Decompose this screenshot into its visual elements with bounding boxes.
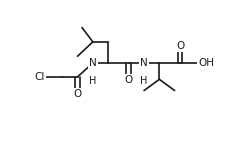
Text: O: O (124, 75, 132, 85)
Text: OH: OH (197, 58, 213, 68)
Text: N: N (88, 58, 96, 68)
Text: N: N (140, 58, 147, 68)
Text: Cl: Cl (35, 72, 45, 82)
Text: H: H (140, 75, 147, 86)
Text: O: O (175, 41, 183, 51)
Text: H: H (89, 75, 96, 86)
Text: O: O (73, 89, 81, 99)
